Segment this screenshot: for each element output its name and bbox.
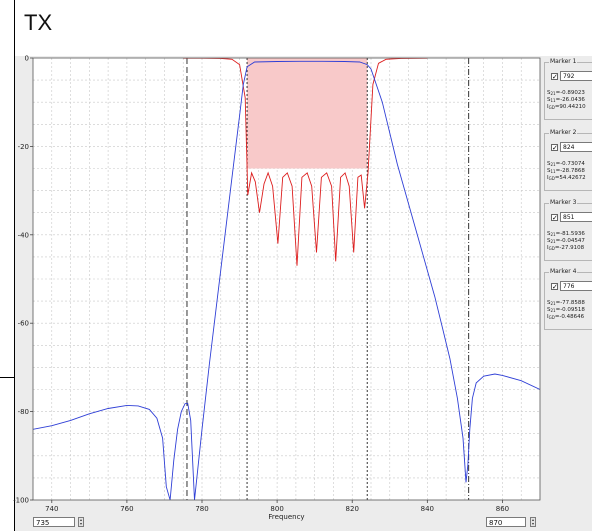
marker-2-group: Marker 2 ✓ 824 S21=-0.73074 S11=-28.7868… bbox=[544, 129, 592, 191]
y-tick-label: -60 bbox=[18, 320, 29, 328]
marker-3-frequency-input[interactable]: 851 bbox=[560, 212, 592, 222]
left-border-tick bbox=[0, 377, 14, 378]
marker-4-checkbox[interactable]: ✓ bbox=[551, 283, 558, 291]
marker-2-s11: S11=-28.7868 bbox=[547, 168, 585, 174]
plot-border bbox=[32, 57, 541, 501]
passband-fill bbox=[247, 58, 368, 169]
marker-2-group-delay: IGD=54.42672 bbox=[547, 175, 586, 181]
x-tick-label: 840 bbox=[421, 505, 434, 513]
y-tick-label: 0 bbox=[25, 55, 29, 63]
marker-1-frequency-input[interactable]: 792 bbox=[560, 71, 592, 81]
x-min-input[interactable]: 735 bbox=[33, 517, 75, 527]
s21-curve bbox=[33, 60, 540, 500]
x-tick-label: 820 bbox=[346, 505, 359, 513]
y-tick-label: -20 bbox=[18, 143, 29, 151]
marker-1-group: Marker 1 ✓ 792 S21=-0.89023 S11=-26.0436… bbox=[544, 58, 592, 120]
marker-1-s11: S11=-26.0436 bbox=[547, 97, 585, 103]
marker-1-checkbox[interactable]: ✓ bbox=[551, 73, 558, 81]
marker-4-group-delay: IGD=-0.48646 bbox=[547, 314, 585, 320]
marker-3-group: Marker 3 ✓ 851 S21=-81.5936 S21=-0.04547… bbox=[544, 199, 592, 261]
marker-1-s21: S21=-0.89023 bbox=[547, 90, 585, 96]
marker-2-checkbox[interactable]: ✓ bbox=[551, 144, 558, 152]
x-tick-label: 740 bbox=[45, 505, 58, 513]
marker-1-title: Marker 1 bbox=[549, 58, 578, 65]
curves-group bbox=[33, 58, 540, 500]
x-axis-label: Frequency bbox=[268, 513, 304, 521]
left-border-line bbox=[14, 0, 15, 531]
marker-4-title: Marker 4 bbox=[549, 268, 578, 275]
x-min-spinner[interactable] bbox=[78, 517, 84, 527]
y-tick-label: -100 bbox=[13, 497, 29, 505]
marker-3-s11: S21=-0.04547 bbox=[547, 238, 585, 244]
marker-2-frequency-input[interactable]: 824 bbox=[560, 142, 592, 152]
marker-4-s21: S21=-77.8588 bbox=[547, 300, 585, 306]
marker-4-group: Marker 4 ✓ 776 S21=-77.8588 S21=-0.09518… bbox=[544, 268, 592, 330]
marker-1-group-delay: IGD=90.44210 bbox=[547, 104, 586, 110]
y-tick-label: -40 bbox=[18, 231, 29, 239]
page-title: TX bbox=[24, 10, 53, 35]
x-max-spinner[interactable] bbox=[530, 517, 536, 527]
marker-3-title: Marker 3 bbox=[549, 199, 578, 206]
x-tick-label: 760 bbox=[120, 505, 133, 513]
x-max-input[interactable]: 870 bbox=[486, 517, 526, 527]
x-tick-label: 800 bbox=[270, 505, 283, 513]
marker-3-checkbox[interactable]: ✓ bbox=[551, 214, 558, 222]
marker-4-s11: S21=-0.09518 bbox=[547, 307, 585, 313]
marker-3-group-delay: IGD=-27.9108 bbox=[547, 245, 585, 251]
marker-2-title: Marker 2 bbox=[549, 129, 578, 136]
y-tick-label: -80 bbox=[18, 408, 29, 416]
marker-4-frequency-input[interactable]: 776 bbox=[560, 281, 592, 291]
marker-2-s21: S21=-0.73074 bbox=[547, 161, 585, 167]
s11-curve bbox=[183, 58, 428, 266]
x-tick-label: 780 bbox=[195, 505, 208, 513]
x-tick-label: 860 bbox=[496, 505, 509, 513]
marker-3-s21: S21=-81.5936 bbox=[547, 231, 585, 237]
